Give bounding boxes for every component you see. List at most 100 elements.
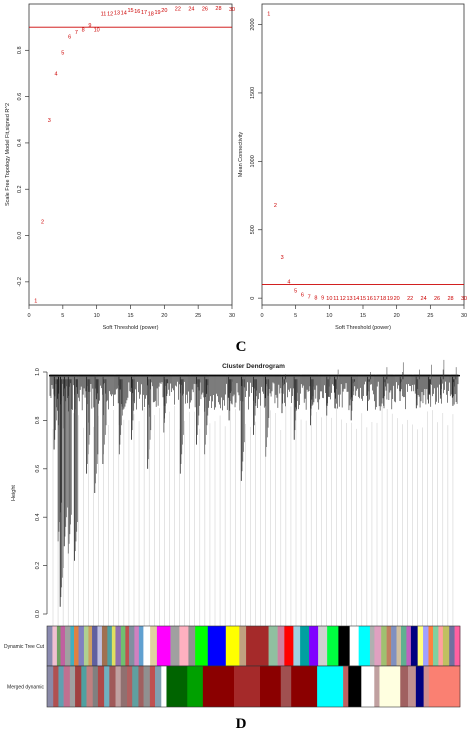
- color-segment: [74, 626, 79, 666]
- color-segment: [454, 626, 461, 666]
- color-segment: [166, 666, 188, 707]
- color-segment: [449, 626, 455, 666]
- data-point-label: 16: [134, 9, 140, 15]
- data-point-label: 12: [340, 296, 346, 302]
- data-point-label: 1: [267, 12, 270, 18]
- data-point-label: 13: [346, 296, 352, 302]
- x-tick-label: 15: [360, 313, 366, 319]
- color-segment: [280, 666, 292, 707]
- color-segment: [101, 626, 108, 666]
- panel-letter-c: C: [236, 339, 247, 355]
- y-tick-label: 0.0: [35, 610, 41, 618]
- color-row: [46, 625, 461, 667]
- color-segment: [63, 666, 71, 707]
- color-segment: [58, 666, 64, 707]
- color-segment: [374, 666, 380, 707]
- dendrogram-title: Cluster Dendrogram: [222, 363, 285, 370]
- color-segment: [115, 626, 122, 666]
- x-tick-label: 25: [427, 313, 433, 319]
- color-segment: [428, 626, 434, 666]
- data-point-label: 9: [321, 296, 324, 302]
- color-segment: [86, 666, 94, 707]
- color-segment: [115, 666, 122, 707]
- y-tick-label: 0.8: [35, 417, 41, 425]
- color-segment: [406, 626, 412, 666]
- data-point-label: 12: [107, 11, 113, 17]
- color-segment: [225, 626, 240, 666]
- color-segment: [432, 626, 439, 666]
- data-point-label: 4: [55, 71, 58, 77]
- y-tick-label: -0.2: [17, 277, 23, 286]
- color-segment: [234, 666, 261, 707]
- x-tick-label: 15: [127, 313, 133, 319]
- color-segment: [381, 626, 387, 666]
- data-point-label: 2: [41, 220, 44, 226]
- color-segment: [442, 626, 450, 666]
- x-tick-label: 10: [94, 313, 100, 319]
- y-tick-label: 0.4: [17, 139, 23, 147]
- y-tick-label: 500: [250, 225, 256, 234]
- data-point-label: 2: [274, 203, 277, 209]
- data-point-label: 8: [314, 295, 317, 301]
- color-segment: [128, 626, 135, 666]
- y-tick-label: 0.2: [17, 185, 23, 193]
- color-segment: [127, 666, 133, 707]
- color-segment: [138, 626, 144, 666]
- color-segment: [170, 626, 180, 666]
- color-segment: [107, 626, 113, 666]
- x-axis-label: Soft Threshold (power): [335, 325, 391, 331]
- data-point-label: 17: [141, 10, 147, 16]
- data-point-label: 26: [434, 296, 440, 302]
- color-segment: [132, 666, 139, 707]
- data-point-label: 10: [326, 296, 332, 302]
- data-point-label: 22: [175, 7, 181, 13]
- color-segment: [109, 666, 116, 707]
- color-segment: [75, 666, 82, 707]
- color-segment: [410, 626, 418, 666]
- color-segment: [291, 666, 318, 707]
- color-segment: [65, 626, 71, 666]
- color-segment: [318, 626, 328, 666]
- y-tick-label: 1.0: [35, 368, 41, 376]
- x-tick-label: 10: [326, 313, 332, 319]
- x-tick-label: 30: [461, 313, 467, 319]
- color-segment: [408, 666, 417, 707]
- color-segment: [300, 626, 310, 666]
- data-point-label: 30: [461, 296, 467, 302]
- dendrogram-branches: [49, 359, 460, 626]
- color-row-frame: [46, 665, 461, 708]
- x-tick-label: 0: [260, 313, 263, 319]
- color-segment: [391, 626, 397, 666]
- y-tick-label: 1500: [250, 87, 256, 99]
- color-segment: [400, 666, 409, 707]
- color-segment: [92, 666, 99, 707]
- color-segment: [179, 626, 189, 666]
- color-segment: [143, 626, 151, 666]
- color-segment: [161, 666, 167, 707]
- data-point-label: 22: [407, 296, 413, 302]
- color-segment: [195, 626, 209, 666]
- data-point-label: 7: [308, 295, 311, 301]
- color-segment: [97, 626, 103, 666]
- color-segment: [104, 666, 110, 707]
- x-tick-label: 0: [27, 313, 30, 319]
- color-segment: [415, 666, 424, 707]
- x-tick-label: 20: [394, 313, 400, 319]
- x-tick-label: 30: [229, 313, 235, 319]
- color-segment: [246, 626, 269, 666]
- x-tick-label: 20: [161, 313, 167, 319]
- color-row: [46, 665, 461, 708]
- color-segment: [293, 626, 301, 666]
- x-tick-label: 25: [195, 313, 201, 319]
- y-tick-label: 0.6: [35, 465, 41, 473]
- data-point-label: 3: [281, 255, 284, 261]
- color-segment: [156, 626, 171, 666]
- data-point-label: 6: [68, 34, 71, 40]
- color-segment: [369, 626, 375, 666]
- color-segment: [69, 666, 76, 707]
- color-segment: [120, 666, 128, 707]
- data-point-label: 20: [394, 296, 400, 302]
- data-point-label: 14: [121, 11, 127, 17]
